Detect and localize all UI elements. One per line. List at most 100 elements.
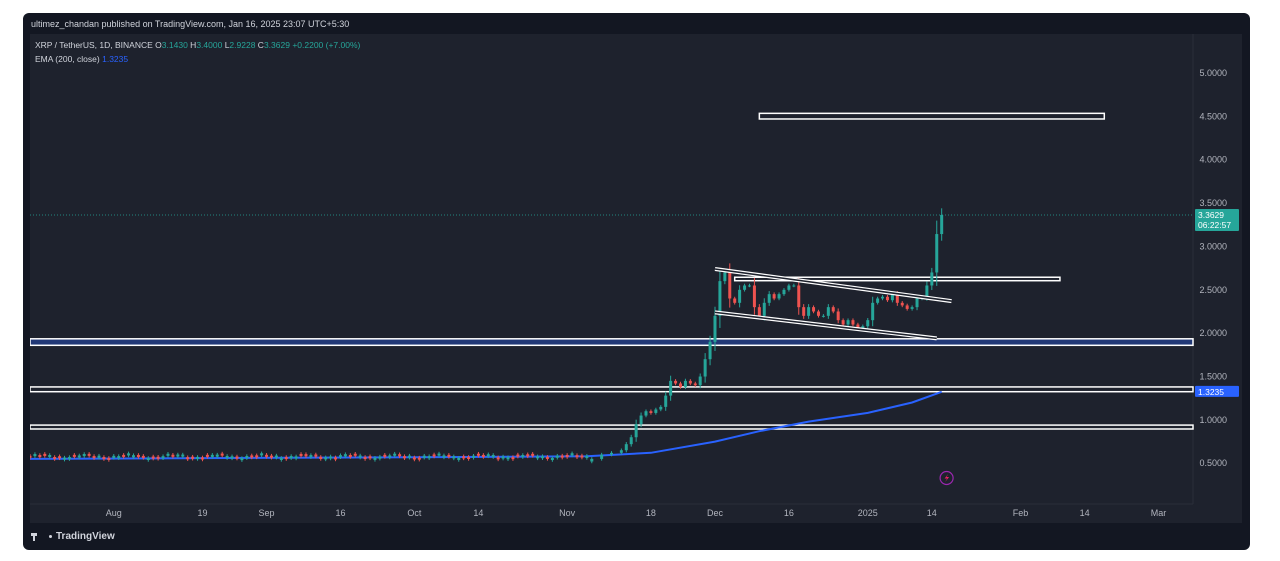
- candle-body: [319, 456, 323, 459]
- legend-ohlc: XRP / TetherUS, 1D, BINANCE O3.1430 H3.4…: [35, 40, 360, 50]
- tradingview-logo-text: TradingView: [56, 531, 115, 542]
- candle-body: [240, 458, 244, 461]
- ema-200-path: [30, 390, 943, 460]
- price-axis: 5.0000 4.5000 4.0000 3.5000 3.0000 2.5000 2.00…: [1199, 68, 1227, 468]
- candle-body: [619, 450, 623, 453]
- candle-body: [545, 456, 549, 459]
- candle-body: [92, 456, 96, 459]
- candle-body: [53, 457, 57, 460]
- candle-body: [58, 456, 62, 459]
- candle-body: [388, 455, 392, 458]
- candle-body: [787, 285, 791, 290]
- candle-body: [629, 437, 633, 445]
- candle-body: [156, 456, 160, 459]
- lightning-bolt: [944, 473, 950, 482]
- candle-body: [250, 455, 254, 458]
- candle-body: [792, 285, 796, 287]
- x-tick-label: 19: [197, 508, 207, 518]
- candle-body: [491, 454, 495, 458]
- candle-body: [398, 454, 402, 457]
- candle-body: [284, 457, 288, 460]
- candle-body: [166, 453, 170, 456]
- candlestick-chart[interactable]: 5.0000 4.5000 4.0000 3.5000 3.0000 2.5000 2.00…: [30, 34, 1242, 523]
- candle-body: [412, 457, 416, 460]
- candle-body: [831, 307, 835, 312]
- candle-body: [97, 455, 101, 458]
- candle-body: [866, 320, 870, 327]
- candle-body: [486, 454, 490, 457]
- candle-body: [442, 455, 446, 458]
- legend-low-value: 2.9228: [229, 40, 256, 50]
- legend-high-label: H: [190, 40, 197, 50]
- legend-ema-label: EMA (200, close): [35, 54, 100, 64]
- candle-body: [895, 294, 899, 303]
- candle-body: [610, 452, 613, 455]
- candle-body: [570, 453, 574, 456]
- candle-body: [560, 455, 564, 458]
- candle-body: [338, 455, 342, 458]
- candle-body: [181, 454, 185, 457]
- y-tick-label: 2.5000: [1199, 285, 1227, 295]
- candle-body: [235, 456, 239, 459]
- candle-body: [422, 455, 426, 458]
- x-tick-label: Nov: [559, 508, 576, 518]
- candle-body: [669, 380, 673, 396]
- legend-symbol: XRP / TetherUS, 1D, BINANCE: [35, 40, 153, 50]
- candle-body: [205, 454, 209, 457]
- candle-body: [161, 456, 165, 459]
- candle-body: [432, 454, 436, 457]
- candle-body: [698, 376, 702, 386]
- candle-body: [654, 409, 658, 413]
- y-tick-label: 2.0000: [1199, 328, 1227, 338]
- candle-body: [541, 456, 545, 459]
- y-tick-label: 3.0000: [1199, 241, 1227, 251]
- time-axis: Aug 19 Sep 16 Oct 14 Nov 18 Dec 16 2025 14 Feb 14 Mar: [106, 508, 1166, 518]
- candle-body: [353, 453, 357, 456]
- candle-body: [846, 320, 850, 325]
- legend-ema: EMA (200, close) 1.3235: [35, 54, 128, 64]
- candle-body: [738, 289, 742, 303]
- candle-body: [728, 272, 732, 299]
- candle-body: [324, 457, 328, 460]
- candle-body: [501, 456, 505, 459]
- candle-body: [255, 455, 259, 458]
- lightning-icon: [939, 470, 954, 486]
- legend-low-label: L: [224, 40, 230, 50]
- candle-body: [511, 457, 515, 460]
- candle-body: [915, 298, 919, 308]
- support-resistance-zones: [30, 112, 1194, 430]
- candle-body: [718, 281, 722, 316]
- candle-body: [674, 380, 678, 384]
- candle-body: [363, 456, 367, 460]
- candle-body: [905, 305, 909, 309]
- y-tick-label: 0.5000: [1199, 458, 1227, 468]
- candle-body: [383, 454, 387, 457]
- legend-ema-value: 1.3235: [102, 54, 129, 64]
- candle-body: [708, 341, 712, 360]
- candle-body: [407, 455, 411, 458]
- publish-info: ultimez_chandan published on TradingView…: [31, 19, 350, 29]
- ema-badge: [1195, 385, 1239, 397]
- candle-body: [220, 453, 224, 456]
- candle-body: [683, 380, 687, 387]
- resistance-zone-4-5: [758, 112, 1106, 120]
- candle-body: [186, 457, 190, 460]
- tradingview-logo[interactable]: TradingView: [31, 531, 115, 542]
- candle-body: [417, 457, 421, 460]
- candles: [30, 208, 944, 464]
- candle-body: [269, 455, 273, 458]
- chart-pane[interactable]: 5.0000 4.5000 4.0000 3.5000 3.0000 2.5000 2.00…: [30, 34, 1242, 523]
- candle-body: [196, 456, 200, 460]
- candle-body: [378, 456, 382, 459]
- candle-body: [743, 285, 747, 290]
- candle-body: [516, 454, 520, 457]
- x-tick-label: Sep: [259, 508, 275, 518]
- candle-body: [585, 455, 589, 458]
- x-tick-label: Dec: [707, 508, 724, 518]
- candle-body: [940, 214, 944, 235]
- candle-body: [368, 456, 372, 459]
- legend-close-label: C: [257, 40, 264, 50]
- candle-body: [713, 315, 717, 342]
- candle-body: [856, 324, 860, 329]
